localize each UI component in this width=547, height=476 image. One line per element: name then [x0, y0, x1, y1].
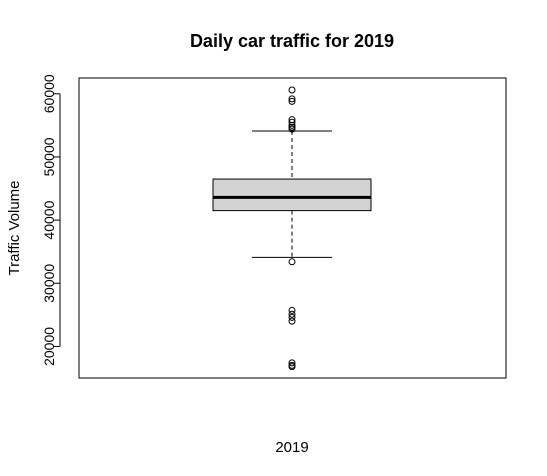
y-tick-label: 20000	[41, 327, 57, 366]
plot-frame	[78, 77, 507, 379]
outlier-point	[288, 317, 296, 325]
outlier-point	[288, 118, 296, 126]
outlier-point	[288, 306, 296, 314]
outlier-point	[288, 313, 296, 321]
outlier-group	[288, 86, 296, 371]
outlier-point	[288, 310, 296, 318]
outlier-point	[288, 363, 296, 371]
outlier-point	[288, 86, 296, 94]
outlier-point	[288, 95, 296, 103]
y-axis-label: Traffic Volume	[6, 180, 23, 275]
chart-title: Daily car traffic for 2019	[190, 31, 394, 51]
y-tick-label: 30000	[41, 264, 57, 303]
outlier-point	[288, 121, 296, 129]
x-axis-label: 2019	[275, 439, 308, 456]
y-axis: 20000 30000 40000 50000 60000	[41, 74, 61, 366]
outlier-point	[288, 258, 296, 266]
outlier-point	[288, 97, 296, 105]
interquartile-box	[212, 178, 372, 212]
y-tick-label: 50000	[41, 137, 57, 176]
outlier-point	[288, 125, 296, 133]
box-group	[212, 130, 372, 258]
outlier-point	[288, 359, 296, 367]
y-tick-label: 60000	[41, 74, 57, 113]
outlier-point	[288, 123, 296, 131]
y-tick-label: 40000	[41, 200, 57, 239]
